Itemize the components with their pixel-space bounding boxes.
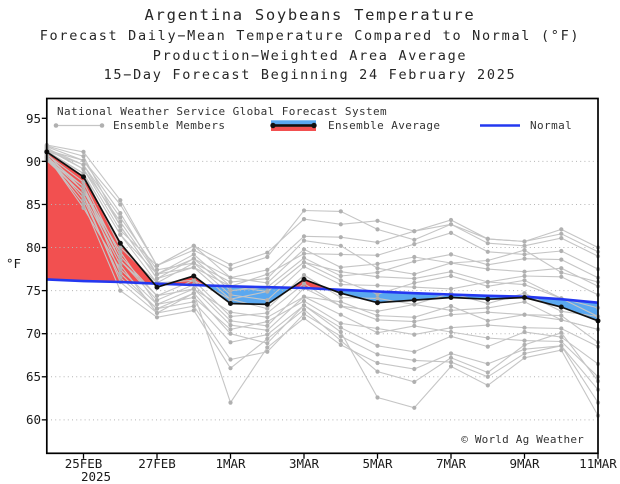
legend-normal-label: Normal [530,119,573,132]
legend-source-label: National Weather Service Global Forecast… [57,105,388,118]
subtitle-3: 15−Day Forecast Beginning 24 February 20… [103,67,517,83]
y-tick-label: 85 [25,196,41,212]
y-tick-label: 60 [25,412,41,428]
x-tick-label: 7MAR [435,456,467,471]
page-title: Argentina Soybeans Temperature [144,6,476,24]
y-tick-label: 90 [25,153,41,169]
subtitle-2: Production−Weighted Area Average [152,48,468,64]
x-tick-label: 3MAR [288,456,320,471]
subtitle-1: Forecast Daily−Mean Temperature Compared… [39,28,581,44]
x-tick-label: 5MAR [362,456,393,471]
y-tick-label: 80 [25,240,41,256]
ensemble-member-dots [44,142,601,418]
plot-frame [45,97,599,455]
y-tick-label: 95 [25,110,41,126]
x-tick-label: 1MAR [215,456,246,471]
x-axis-year-label: 2025 [80,469,112,484]
normal-line [46,278,599,304]
y-tick-label: 70 [25,326,41,342]
legend-members-label: Ensemble Members [113,119,226,132]
y-tick-label: 65 [25,369,41,385]
legend-average-label: Ensemble Average [328,119,441,132]
ensemble-member-lines [46,144,599,416]
legend-average-sample [270,120,317,131]
ensemble-average-dots [44,149,601,324]
x-tick-label: 25FEB [64,456,103,471]
y-tick-label: 75 [25,283,41,299]
x-tick-label: 11MAR [579,456,617,471]
y-axis-unit-label: °F [6,256,22,271]
x-tick-label: 9MAR [509,456,540,471]
watermark-text: © World Ag Weather [461,433,584,446]
ensemble-average-line [46,151,599,322]
legend-members-sample [53,123,105,128]
x-tick-label: 27FEB [138,456,176,471]
